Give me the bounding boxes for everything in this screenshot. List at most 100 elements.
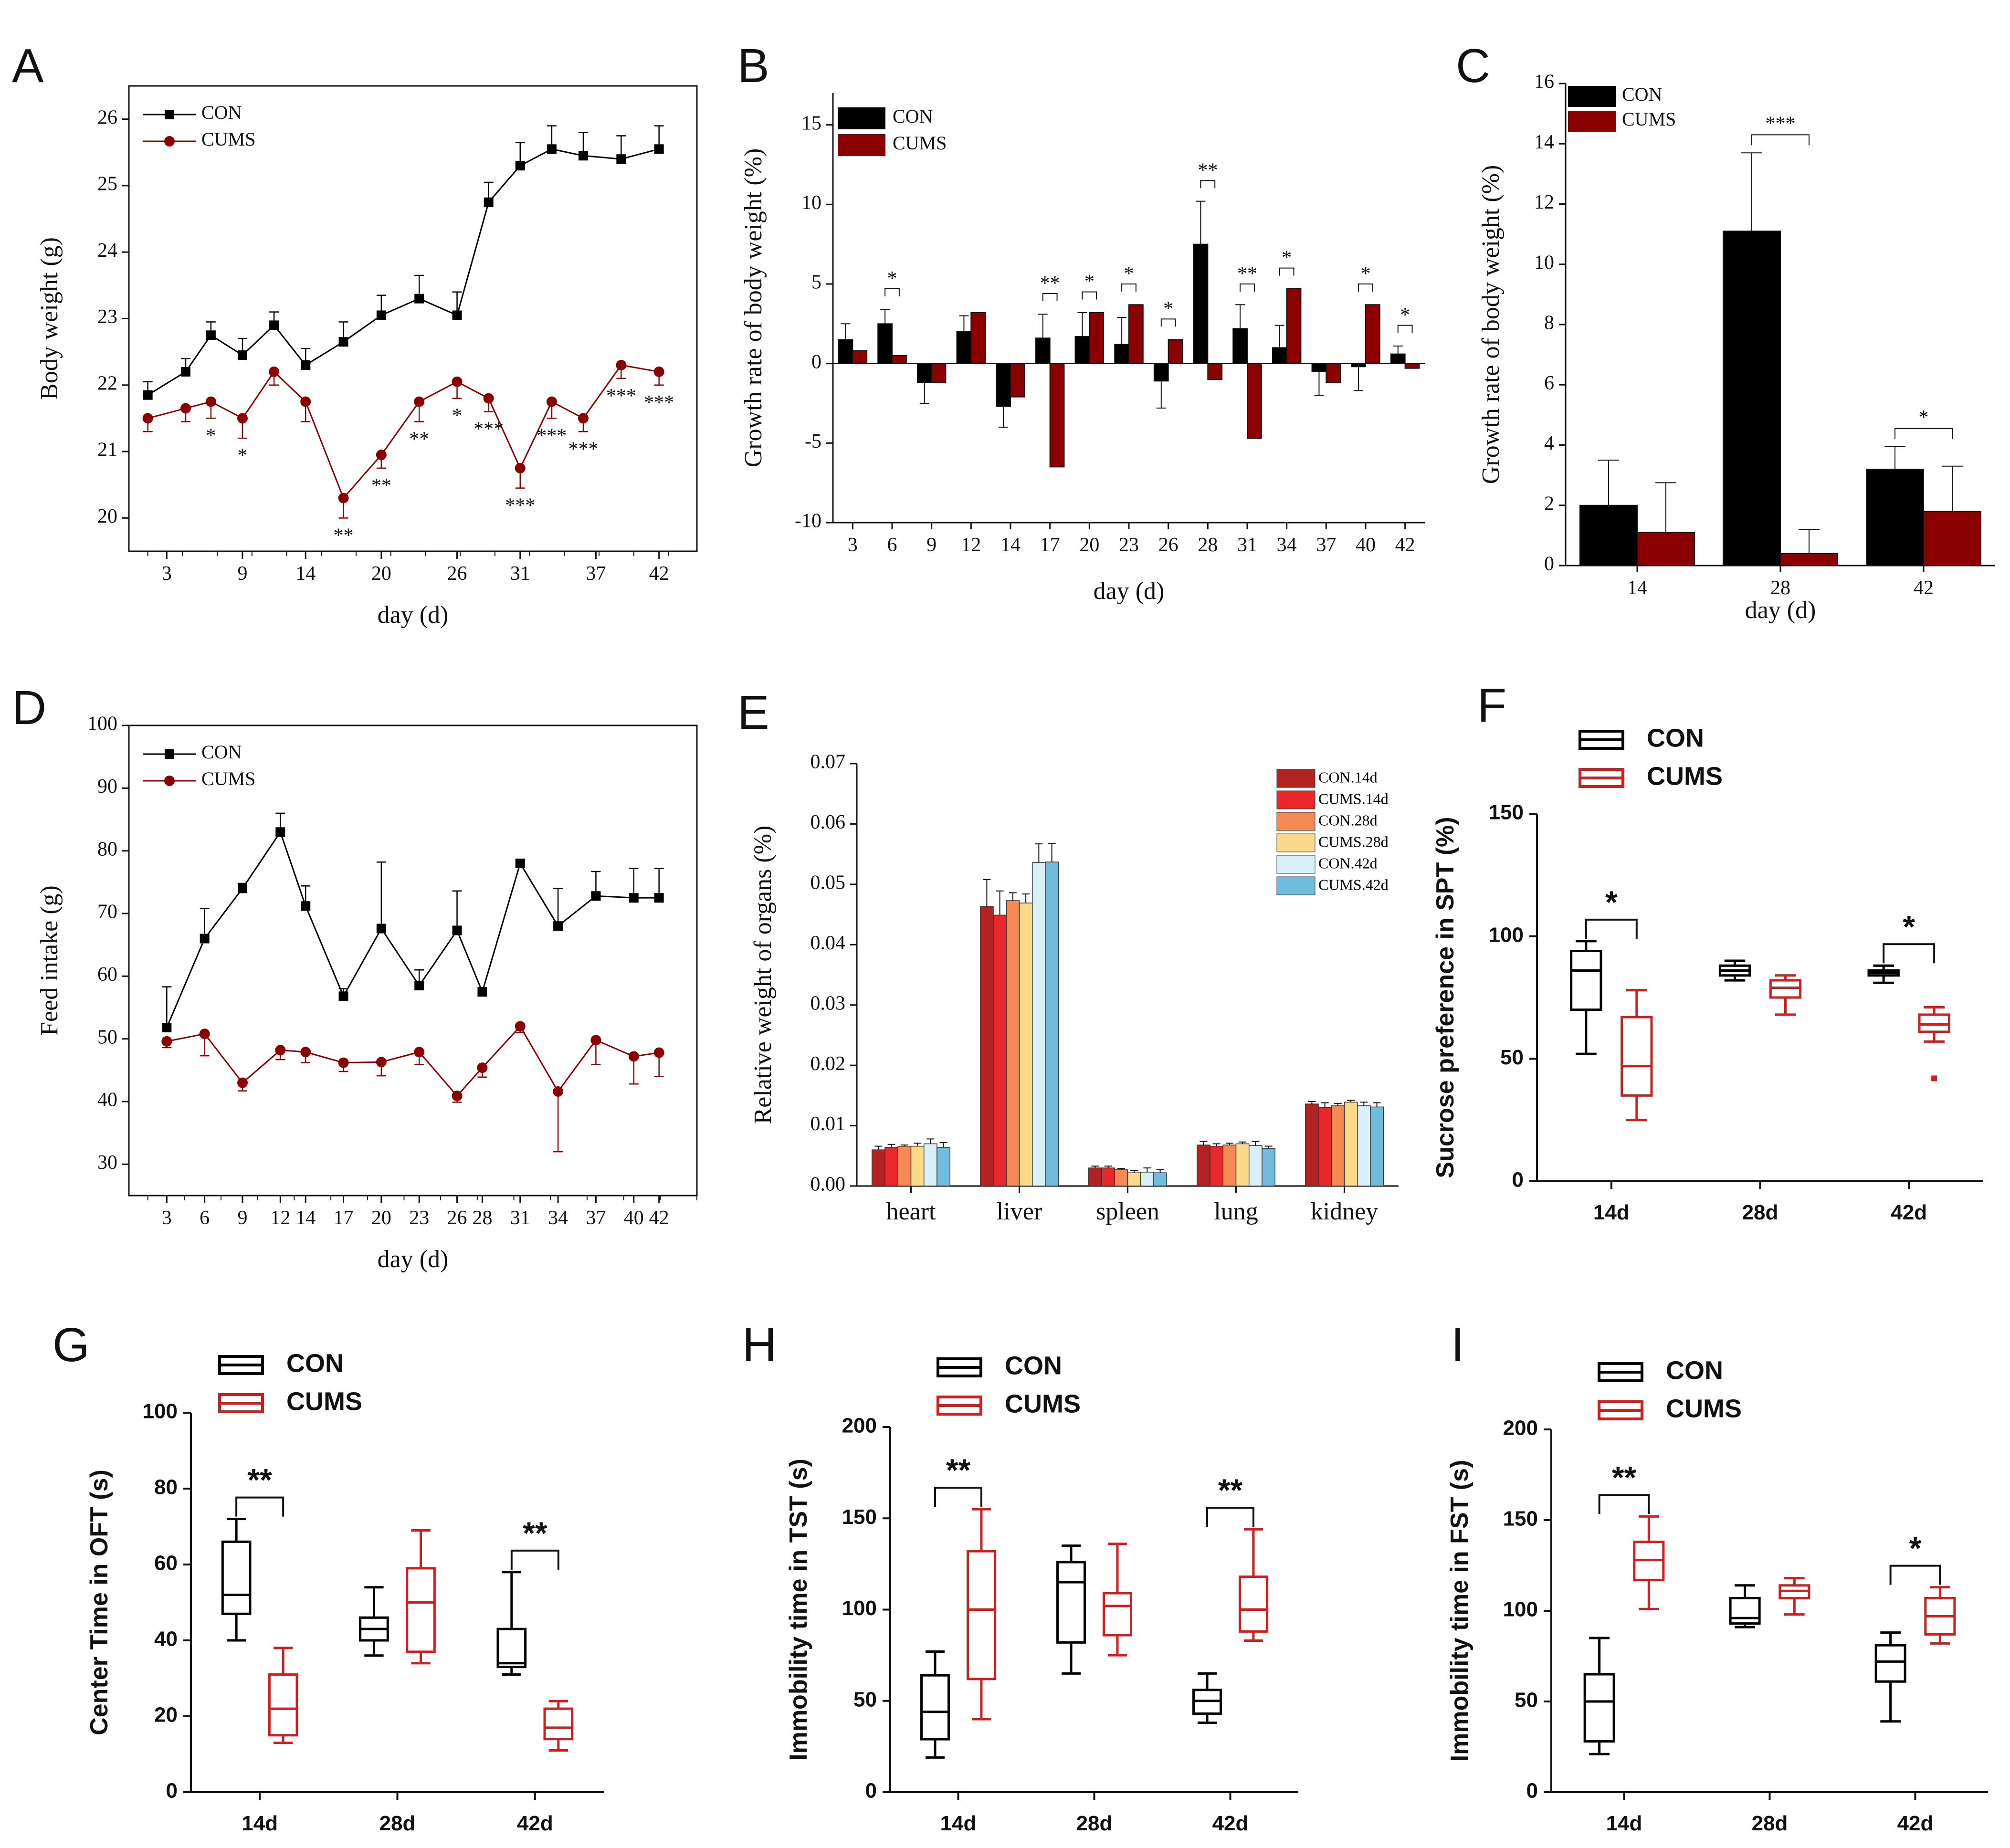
x-tick-label: 14d: [1606, 1812, 1642, 1835]
y-tick-label: 60: [154, 1552, 178, 1575]
y-tick-label: 6: [1544, 372, 1554, 394]
bar-organ: [1127, 1172, 1141, 1186]
legend-label: CON.14d: [1318, 768, 1378, 786]
box-con: [1729, 1596, 1761, 1625]
data-point-square: [376, 310, 386, 320]
data-point-square: [515, 858, 525, 868]
data-point-square: [547, 144, 557, 154]
y-tick-label: 150: [1489, 801, 1524, 824]
y-tick-label: 12: [1534, 191, 1554, 213]
significance-bracket: [1358, 284, 1373, 292]
data-point-square: [579, 151, 588, 161]
x-tick-label: 28: [1198, 534, 1218, 556]
significance-marker: **: [1237, 263, 1257, 285]
data-point-square: [301, 901, 311, 911]
data-point-square: [477, 987, 487, 997]
significance-bracket: [1240, 284, 1255, 292]
y-tick-label: 30: [97, 1152, 117, 1174]
y-tick-label: 100: [87, 713, 117, 735]
legend-label: CUMS: [1622, 108, 1676, 130]
panel-a-body-weight-chart: A 20 21 22 23 24 25 26 3 9 14 20 26 31 37 42 day (d) Body…: [12, 39, 698, 629]
data-point-square: [269, 320, 279, 330]
x-tick-label: 17: [334, 1207, 354, 1229]
bar-organ: [1006, 900, 1020, 1186]
y-tick-label: 8: [1544, 312, 1554, 334]
y-tick-label: 10: [1534, 252, 1554, 273]
legend-label: CON: [201, 741, 242, 763]
significance-bracket: [235, 1496, 284, 1517]
legend-label: CUMS: [201, 128, 255, 150]
bar-organ: [1305, 1103, 1319, 1186]
box-con: [1570, 949, 1602, 1011]
significance-marker: **: [409, 428, 429, 450]
bar-organ: [1101, 1167, 1115, 1186]
data-point-square: [654, 893, 664, 903]
legend-label: CUMS: [1647, 762, 1723, 790]
y-tick-label: 80: [154, 1476, 178, 1499]
significance-marker: ***: [1766, 113, 1796, 135]
data-point-circle: [590, 1035, 601, 1046]
x-tick-label: 34: [1277, 534, 1297, 556]
legend-swatch: [1276, 812, 1315, 831]
data-point-square: [238, 883, 247, 893]
significance-marker: **: [523, 1515, 547, 1551]
significance-marker: ***: [568, 438, 599, 460]
significance-marker: **: [1198, 159, 1218, 181]
y-tick-label: 0.07: [810, 751, 846, 773]
significance-bracket: [1585, 918, 1638, 939]
panel-e-organ-weight-chart: E 0.00 0.01 0.02 0.03 0.04 0.05 0.06 0.07 heart li…: [737, 686, 1399, 1225]
bar-con: [1579, 504, 1638, 566]
x-tick-label: 42d: [1891, 1201, 1927, 1224]
panel-letter: E: [737, 686, 769, 739]
legend-swatch: [1276, 769, 1315, 788]
x-tick-label: 14d: [242, 1812, 278, 1835]
data-point-circle: [237, 1077, 248, 1088]
bar-organ: [1019, 903, 1033, 1186]
data-point-circle: [553, 1086, 564, 1097]
x-tick-label: 31: [510, 563, 530, 585]
y-tick-label: 60: [97, 964, 117, 986]
legend-swatch: [838, 134, 885, 156]
y-tick-label: 0: [166, 1779, 178, 1803]
panel-letter: C: [1456, 39, 1490, 93]
x-tick-label: 3: [162, 1207, 172, 1229]
legend-label: CUMS: [286, 1387, 362, 1416]
bar-organ: [1344, 1102, 1358, 1186]
x-tick-label: 20: [371, 1207, 391, 1229]
y-tick-label: 0.04: [810, 932, 846, 954]
data-point-square: [181, 367, 190, 377]
bar-cums: [1637, 532, 1695, 566]
bar-organ: [980, 906, 994, 1186]
legend-label: CON: [1005, 1351, 1062, 1380]
legend-marker-circle: [164, 136, 175, 147]
legend-marker-square: [165, 110, 174, 119]
data-point-circle: [275, 1045, 286, 1056]
data-point-square: [591, 891, 601, 901]
x-tick-label: kidney: [1311, 1198, 1379, 1225]
panel-letter: F: [1477, 679, 1506, 732]
data-point-square: [616, 154, 626, 164]
x-tick-label: 37: [586, 563, 606, 585]
y-tick-label: 0.02: [810, 1053, 846, 1075]
legend-swatch: [1276, 790, 1315, 809]
bar-organ: [937, 1147, 950, 1186]
significance-bracket: [1598, 1494, 1650, 1514]
x-tick-label: 28: [472, 1207, 492, 1229]
y-tick-label: 16: [1534, 71, 1554, 93]
legend-label: CON: [286, 1349, 344, 1377]
y-tick-label: 14: [1534, 131, 1554, 153]
x-axis-label: day (d): [378, 601, 449, 629]
bar-con: [1153, 363, 1169, 382]
data-point-circle: [483, 393, 494, 404]
bar-organ: [1370, 1106, 1384, 1186]
significance-bracket: [1883, 943, 1936, 964]
y-tick-label: 0.00: [810, 1174, 846, 1196]
x-tick-label: 9: [926, 534, 937, 556]
x-tick-label: 17: [1040, 534, 1060, 556]
box-cums: [966, 1550, 996, 1680]
box-cums: [1769, 979, 1802, 999]
y-tick-label: 23: [97, 306, 117, 328]
y-tick-label: 100: [1503, 1598, 1538, 1621]
panel-letter: A: [12, 39, 44, 93]
x-tick-label: 23: [1119, 534, 1139, 556]
